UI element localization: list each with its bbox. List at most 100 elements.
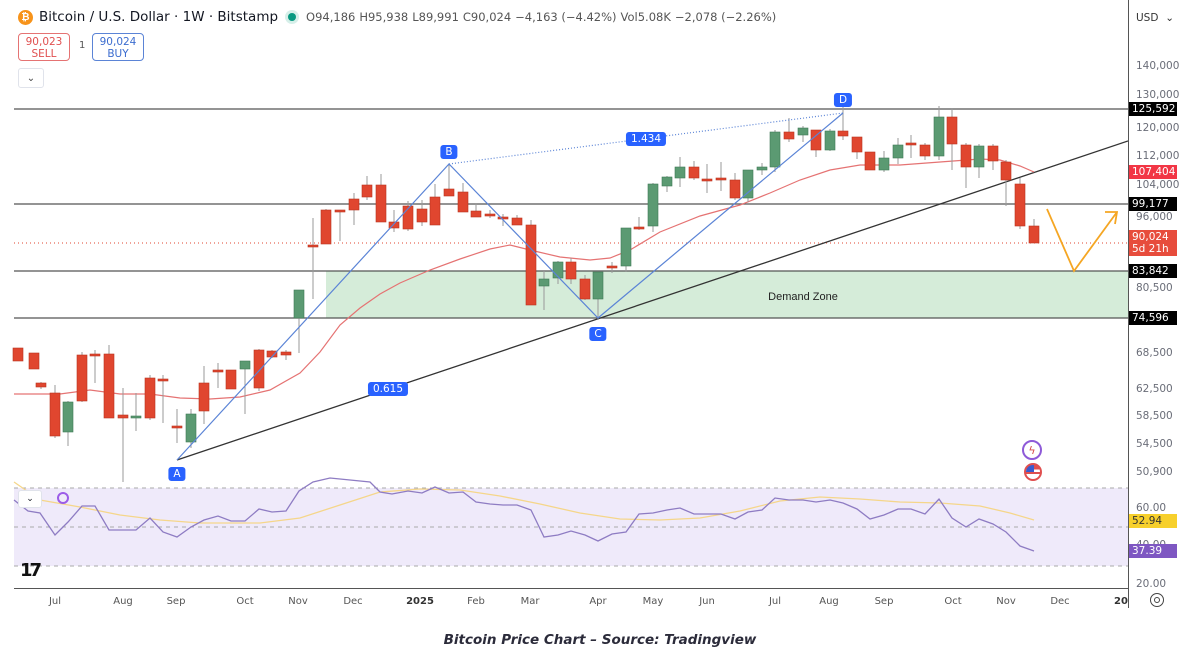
- candle: [579, 275, 591, 300]
- demand-zone-label: Demand Zone: [768, 291, 838, 303]
- trendline[interactable]: [176, 140, 1128, 461]
- lightning-alert-icon[interactable]: ϟ: [1022, 440, 1042, 460]
- candle: [457, 183, 469, 213]
- candle: [688, 161, 700, 180]
- candle: [715, 162, 727, 191]
- price-level-label: 99,177: [1129, 197, 1177, 211]
- candle: [212, 363, 224, 388]
- time-tick: Sep: [874, 596, 894, 607]
- candle: [633, 217, 645, 230]
- candle: [933, 106, 945, 160]
- price-tick: 130,000: [1136, 89, 1180, 101]
- candle: [511, 215, 523, 226]
- sell-button[interactable]: 90,023 SELL: [18, 33, 70, 61]
- price-tick: 104,000: [1136, 179, 1180, 191]
- symbol-title[interactable]: Bitcoin / U.S. Dollar · 1W · Bitstamp: [39, 9, 279, 25]
- rsi-value-label: 37.39: [1129, 544, 1177, 558]
- chevron-down-icon: ⌄: [26, 494, 34, 504]
- candle: [729, 173, 741, 200]
- ratio-label-bd[interactable]: 1.434: [625, 132, 667, 146]
- buy-price: 90,024: [99, 36, 137, 48]
- currency-label: USD: [1136, 12, 1159, 24]
- rsi-collapse-button[interactable]: ⌄: [18, 490, 42, 508]
- chevron-down-icon: ⌄: [1165, 12, 1174, 24]
- buy-label: BUY: [107, 48, 129, 60]
- pattern-point-b[interactable]: B: [440, 145, 458, 159]
- candle: [348, 193, 360, 225]
- volume-change-value: −2,078 (−2.26%): [674, 10, 777, 24]
- candle: [76, 352, 88, 402]
- price-tick: 62,500: [1136, 383, 1173, 395]
- settings-gear-icon[interactable]: [1150, 593, 1164, 607]
- price-level-label: 125,592: [1129, 102, 1177, 116]
- price-tick: 96,000: [1136, 211, 1173, 223]
- projection-arrow[interactable]: [1046, 208, 1119, 273]
- candle: [416, 200, 428, 226]
- currency-selector[interactable]: USD ⌄: [1132, 8, 1178, 28]
- candle: [62, 401, 74, 446]
- price-chart[interactable]: Demand Zone: [0, 0, 1128, 588]
- rsi-tick: 60.00: [1136, 502, 1167, 514]
- candle: [89, 350, 101, 383]
- candle: [35, 382, 47, 389]
- candle: [225, 369, 237, 390]
- time-tick: Aug: [819, 596, 839, 607]
- buy-button[interactable]: 90,024 BUY: [92, 33, 144, 61]
- ohlc-values: O94,186 H95,938 L89,991 C90,024 −4,163 (−4.4…: [306, 10, 780, 24]
- time-tick: Nov: [288, 596, 308, 607]
- time-axis[interactable]: [14, 588, 1128, 609]
- price-level-label: 90,024 5d 21h: [1129, 230, 1177, 256]
- candle: [864, 151, 876, 171]
- close-value: C90,024: [462, 10, 512, 24]
- candle: [674, 157, 686, 187]
- candle: [565, 258, 577, 284]
- market-status-icon: [288, 13, 297, 21]
- candle: [103, 345, 115, 419]
- time-tick: Jun: [699, 596, 715, 607]
- candle: [797, 126, 809, 142]
- candle: [851, 136, 863, 159]
- candle: [661, 176, 673, 192]
- candle: [280, 350, 292, 360]
- ratio-label-ac[interactable]: 0.615: [367, 382, 409, 396]
- volume-value: Vol5.08K: [620, 10, 671, 24]
- symbol-legend: ₿ Bitcoin / U.S. Dollar · 1W · Bitstamp …: [18, 9, 780, 25]
- rsi-levels: [14, 487, 1128, 567]
- time-tick: Oct: [236, 596, 254, 607]
- price-tick: 80,500: [1136, 282, 1173, 294]
- candle: [756, 163, 768, 175]
- us-flag-icon[interactable]: [1024, 463, 1042, 481]
- candle: [905, 135, 917, 158]
- candle: [12, 347, 24, 362]
- rsi-value-label: 52.94: [1129, 514, 1177, 528]
- pattern-point-c[interactable]: C: [589, 327, 607, 341]
- candle: [361, 176, 373, 200]
- rsi-line: [13, 477, 1035, 552]
- time-tick: Feb: [467, 596, 485, 607]
- price-level-label: 107,404: [1129, 165, 1177, 179]
- candle: [293, 289, 305, 353]
- candle: [538, 271, 550, 310]
- rsi-indicator-icon[interactable]: [57, 492, 69, 504]
- candle: [552, 261, 564, 284]
- candle: [783, 118, 795, 142]
- collapse-legend-button[interactable]: ⌄: [18, 68, 44, 88]
- bitcoin-icon: ₿: [18, 9, 33, 25]
- candle: [49, 385, 61, 438]
- time-tick: Dec: [1050, 596, 1070, 607]
- candle: [892, 138, 904, 164]
- candle: [198, 366, 210, 424]
- candle: [919, 143, 931, 160]
- candlestick-series: [12, 106, 1040, 482]
- high-value: H95,938: [359, 10, 409, 24]
- time-tick: Oct: [944, 596, 962, 607]
- price-axis[interactable]: [1128, 0, 1200, 608]
- candle: [388, 210, 400, 232]
- candle: [239, 360, 251, 414]
- demand-zone: [326, 271, 1128, 318]
- price-level-label: 83,842: [1129, 264, 1177, 278]
- time-tick: Jul: [768, 596, 782, 607]
- open-value: O94,186: [306, 10, 356, 24]
- pattern-point-a[interactable]: A: [168, 467, 186, 481]
- pattern-point-d[interactable]: D: [833, 93, 853, 107]
